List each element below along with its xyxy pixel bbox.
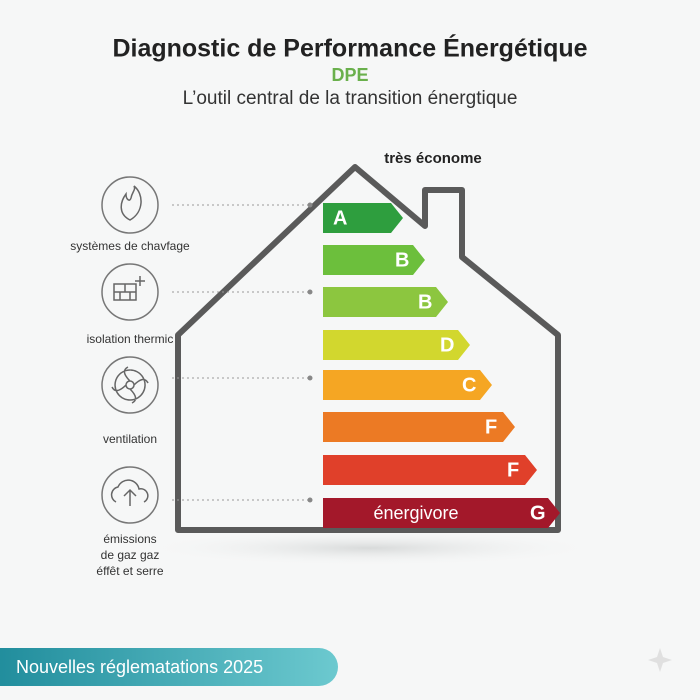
house [175,164,561,533]
factor-label: isolation thermic [87,332,174,346]
factor-circle [101,176,159,234]
energy-bar [323,498,560,528]
factor-icon [111,366,149,404]
class-letter: G [530,502,546,524]
factor-label: éffêt et serre [96,564,163,578]
class-letter: D [440,334,454,356]
energy-bar [323,203,403,233]
leader-dot [307,289,313,295]
class-letter: B [418,291,432,313]
class-letter: A [333,207,347,229]
leader-dot [307,375,313,381]
factor-icon [110,479,149,506]
bottom-label: énergivore [373,503,458,523]
leader-dot [307,202,313,208]
banner-text: Nouvelles réglematations 2025 [16,657,263,677]
factor-label: de gaz gaz [101,548,160,562]
factor-label: systèmes de chavfage [70,239,190,253]
energy-bar [323,287,448,317]
factor-circle [101,356,159,414]
class-letter: C [462,374,476,396]
shadow [140,530,600,566]
title: Diagnostic de Performance Énergétique [112,34,587,63]
factor-icon [120,185,142,221]
factor-label: émissions [103,532,156,546]
acronym: DPE [331,65,368,85]
class-letter: F [485,416,497,438]
class-letter: F [507,459,519,481]
factor-label: ventilation [103,432,157,446]
energy-bar [323,370,492,400]
energy-bar [323,455,537,485]
sparkle [648,648,672,672]
leader-dot [307,497,313,503]
subtitle: L’outil central de la transition énergti… [183,88,518,109]
energy-bar [323,245,425,275]
energy-bar [323,330,470,360]
top-label: très économe [384,150,482,167]
banner [0,648,338,686]
factor-icon [113,276,145,301]
energy-bar [323,412,515,442]
class-letter: B [395,249,409,271]
